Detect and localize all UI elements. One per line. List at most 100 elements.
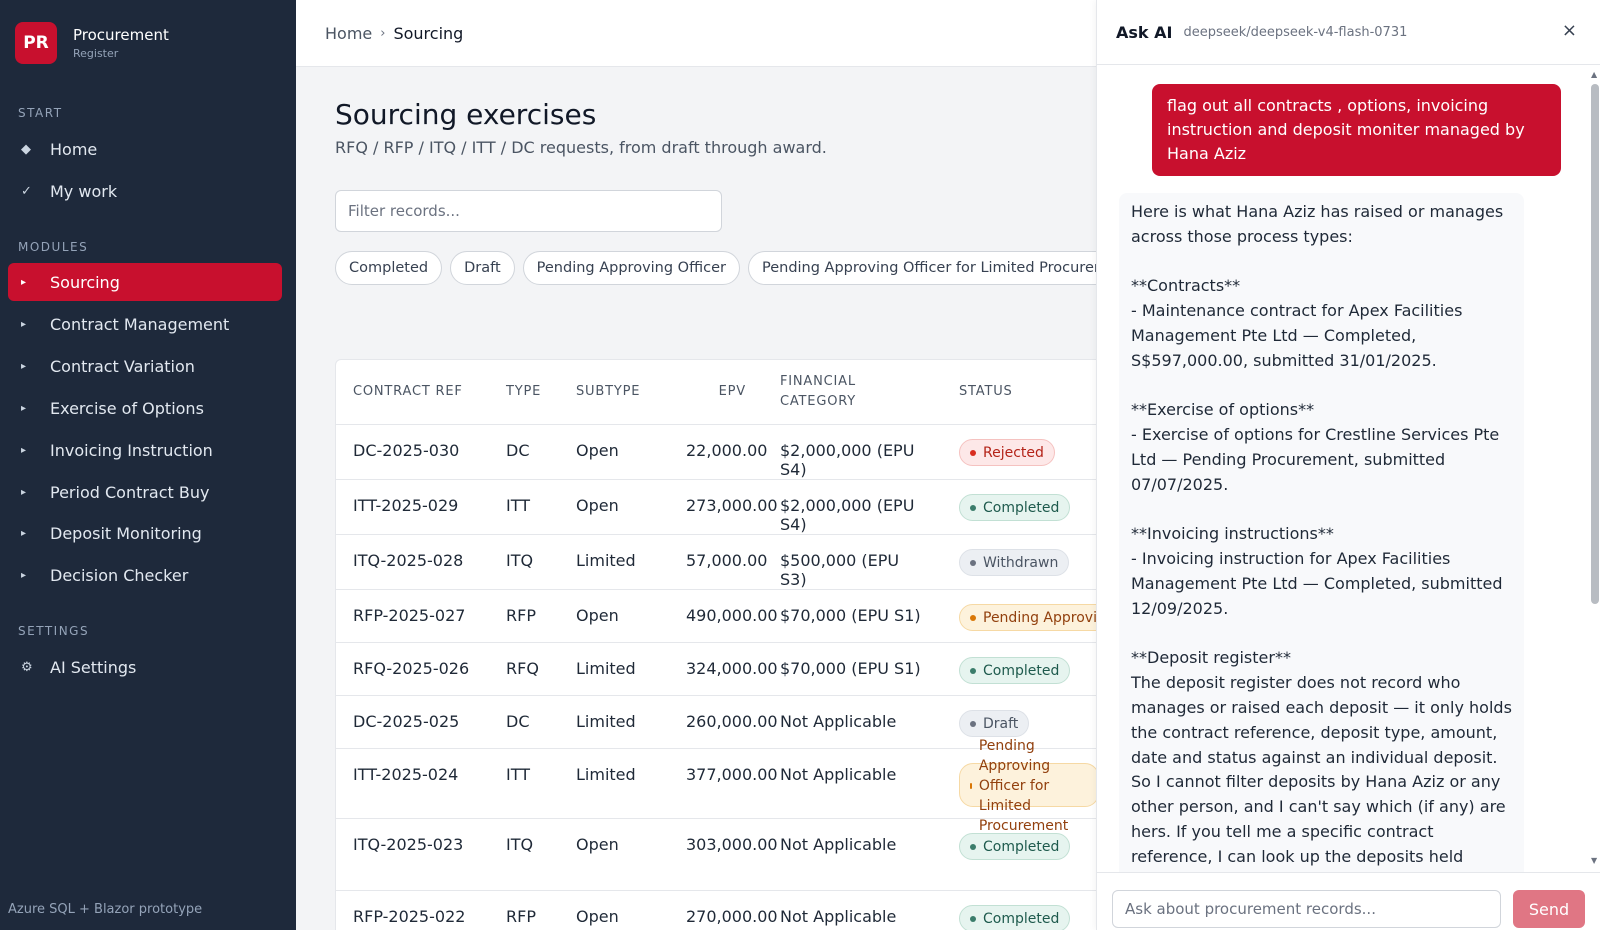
status-dot-icon (970, 720, 976, 727)
status-badge-label: Rejected (983, 444, 1044, 461)
cell-type: RFP (489, 589, 559, 643)
section-label-modules: MODULES (18, 240, 89, 254)
cell-contract-ref: ITT-2025-029 (336, 479, 489, 535)
sidebar-item-invoicing-instruction[interactable]: ▸ Invoicing Instruction (8, 431, 282, 469)
section-label-start: START (18, 106, 63, 120)
cell-financial-category: $70,000 (EPU S1) (763, 589, 942, 643)
cell-financial-category: $500,000 (EPU S3) (763, 534, 942, 590)
column-header-subtype[interactable]: SUBTYPE (559, 360, 669, 425)
table-row[interactable]: RFQ-2025-026 RFQ Limited 324,000.00 $70,… (336, 642, 1096, 696)
ai-conversation[interactable]: flag out all contracts , options, invoic… (1097, 66, 1600, 872)
sidebar-item-exercise-of-options[interactable]: ▸ Exercise of Options (8, 389, 282, 427)
sidebar-item-label: My work (50, 181, 118, 201)
gear-icon: ⚙ (21, 659, 33, 675)
status-dot-icon (970, 782, 972, 789)
sidebar-item-label: AI Settings (50, 657, 137, 677)
status-dot-icon (970, 915, 976, 922)
status-badge: Completed (959, 494, 1071, 521)
chip-draft[interactable]: Draft (450, 251, 515, 285)
brand[interactable]: PR Procurement Register (15, 22, 169, 64)
cell-financial-category: Not Applicable (763, 818, 942, 891)
cell-type: ITQ (489, 818, 559, 891)
cell-status: Completed (942, 642, 1096, 696)
assistant-message: Here is what Hana Aziz has raised or man… (1119, 193, 1524, 872)
page-subtitle: RFQ / RFP / ITQ / ITT / DC requests, fro… (335, 138, 827, 157)
table-row[interactable]: ITQ-2025-023 ITQ Open 303,000.00 Not App… (336, 818, 1096, 891)
status-dot-icon (970, 667, 976, 674)
table-row[interactable]: DC-2025-030 DC Open 22,000.00 $2,000,000… (336, 424, 1096, 480)
column-header-contract-ref[interactable]: CONTRACT REF (336, 360, 489, 425)
close-icon[interactable]: × (1561, 20, 1577, 41)
chip-pending-approving-officer[interactable]: Pending Approving Officer (522, 251, 740, 285)
cell-status: Rejected (942, 424, 1096, 480)
sidebar-item-ai-settings[interactable]: ⚙ AI Settings (8, 648, 282, 686)
scroll-down-arrow-icon[interactable]: ▼ (1591, 856, 1598, 865)
caret-right-icon: ▸ (21, 402, 27, 414)
chip-completed[interactable]: Completed (335, 251, 443, 285)
table-row[interactable]: ITT-2025-029 ITT Open 273,000.00 $2,000,… (336, 479, 1096, 535)
ai-panel-header: Ask AI deepseek/deepseek-v4-flash-0731 × (1097, 0, 1600, 65)
table-row[interactable]: DC-2025-025 DC Limited 260,000.00 Not Ap… (336, 695, 1096, 749)
column-header-epv[interactable]: EPV (669, 360, 763, 425)
ai-question-input[interactable] (1112, 890, 1501, 928)
cell-contract-ref: RFP-2025-027 (336, 589, 489, 643)
cell-epv: 377,000.00 (669, 748, 778, 819)
sidebar-item-my-work[interactable]: ✓ My work (8, 172, 282, 210)
sidebar-item-label: Contract Management (50, 314, 230, 334)
cell-subtype: Limited (559, 534, 669, 590)
breadcrumb: Home › Sourcing (325, 24, 463, 43)
sidebar-item-label: Deposit Monitoring (50, 523, 202, 543)
sidebar-item-label: Contract Variation (50, 356, 195, 376)
filter-input[interactable] (335, 190, 722, 232)
table-row[interactable]: ITT-2025-024 ITT Limited 377,000.00 Not … (336, 738, 1096, 834)
scrollbar-thumb[interactable] (1591, 84, 1599, 604)
sidebar-item-home[interactable]: ◆ Home (8, 130, 282, 168)
table-row[interactable]: ITQ-2025-028 ITQ Limited 57,000.00 $500,… (336, 534, 1096, 590)
cell-status: Pending Approving Officer for Limited Pr… (942, 738, 1096, 834)
cell-epv: 324,000.00 (669, 642, 778, 696)
status-badge: Withdrawn (959, 549, 1070, 576)
breadcrumb-home[interactable]: Home (325, 23, 373, 43)
cell-epv: 57,000.00 (669, 534, 767, 590)
status-badge-label: Completed (983, 910, 1060, 927)
sidebar-item-period-contract-buy[interactable]: ▸ Period Contract Buy (8, 473, 282, 511)
column-header-status[interactable]: STATUS (942, 360, 1096, 425)
column-header-type[interactable]: TYPE (489, 360, 559, 425)
sidebar-item-label: Exercise of Options (50, 398, 204, 418)
ai-scrollbar[interactable]: ▲ ▼ (1588, 70, 1600, 870)
user-message: flag out all contracts , options, invoic… (1152, 84, 1561, 176)
cell-epv: 22,000.00 (669, 424, 767, 480)
cell-status: Draft (942, 695, 1096, 749)
ai-composer: Send (1097, 872, 1600, 930)
table-row[interactable]: RFP-2025-027 RFP Open 490,000.00 $70,000… (336, 589, 1096, 643)
caret-right-icon: ▸ (21, 569, 27, 581)
status-dot-icon (970, 614, 976, 621)
cell-financial-category: $70,000 (EPU S1) (763, 642, 942, 696)
table-row[interactable]: RFP-2025-022 RFP Open 270,000.00 Not App… (336, 890, 1096, 930)
sidebar-item-decision-checker[interactable]: ▸ Decision Checker (8, 556, 282, 594)
page-title: Sourcing exercises (335, 98, 597, 131)
caret-right-icon: ▸ (21, 360, 27, 372)
status-badge: Draft (959, 710, 1030, 737)
check-icon: ✓ (21, 183, 32, 199)
sidebar-item-label: Home (50, 139, 98, 159)
cell-contract-ref: DC-2025-025 (336, 695, 489, 749)
sidebar-item-sourcing[interactable]: ▸ Sourcing (8, 263, 282, 301)
cell-financial-category: Not Applicable (763, 890, 942, 930)
cell-subtype: Limited (559, 642, 669, 696)
cell-type: DC (489, 424, 559, 480)
status-dot-icon (970, 559, 976, 566)
sidebar-item-contract-management[interactable]: ▸ Contract Management (8, 305, 282, 343)
sidebar-item-deposit-monitoring[interactable]: ▸ Deposit Monitoring (8, 514, 282, 552)
cell-status: Completed (942, 890, 1096, 930)
diamond-icon: ◆ (21, 141, 31, 157)
scroll-up-arrow-icon[interactable]: ▲ (1591, 70, 1598, 79)
send-button[interactable]: Send (1513, 890, 1585, 928)
column-header-financial-category[interactable]: FINANCIAL CATEGORY (763, 360, 942, 425)
sidebar-item-contract-variation[interactable]: ▸ Contract Variation (8, 347, 282, 385)
brand-subtitle: Register (73, 47, 119, 60)
main-content: Sourcing exercises RFQ / RFP / ITQ / ITT… (296, 67, 1096, 930)
status-badge: Rejected (959, 439, 1055, 466)
chip-pending-approving-officer-limited[interactable]: Pending Approving Officer for Limited Pr… (747, 251, 1096, 285)
section-label-settings: SETTINGS (18, 624, 90, 638)
